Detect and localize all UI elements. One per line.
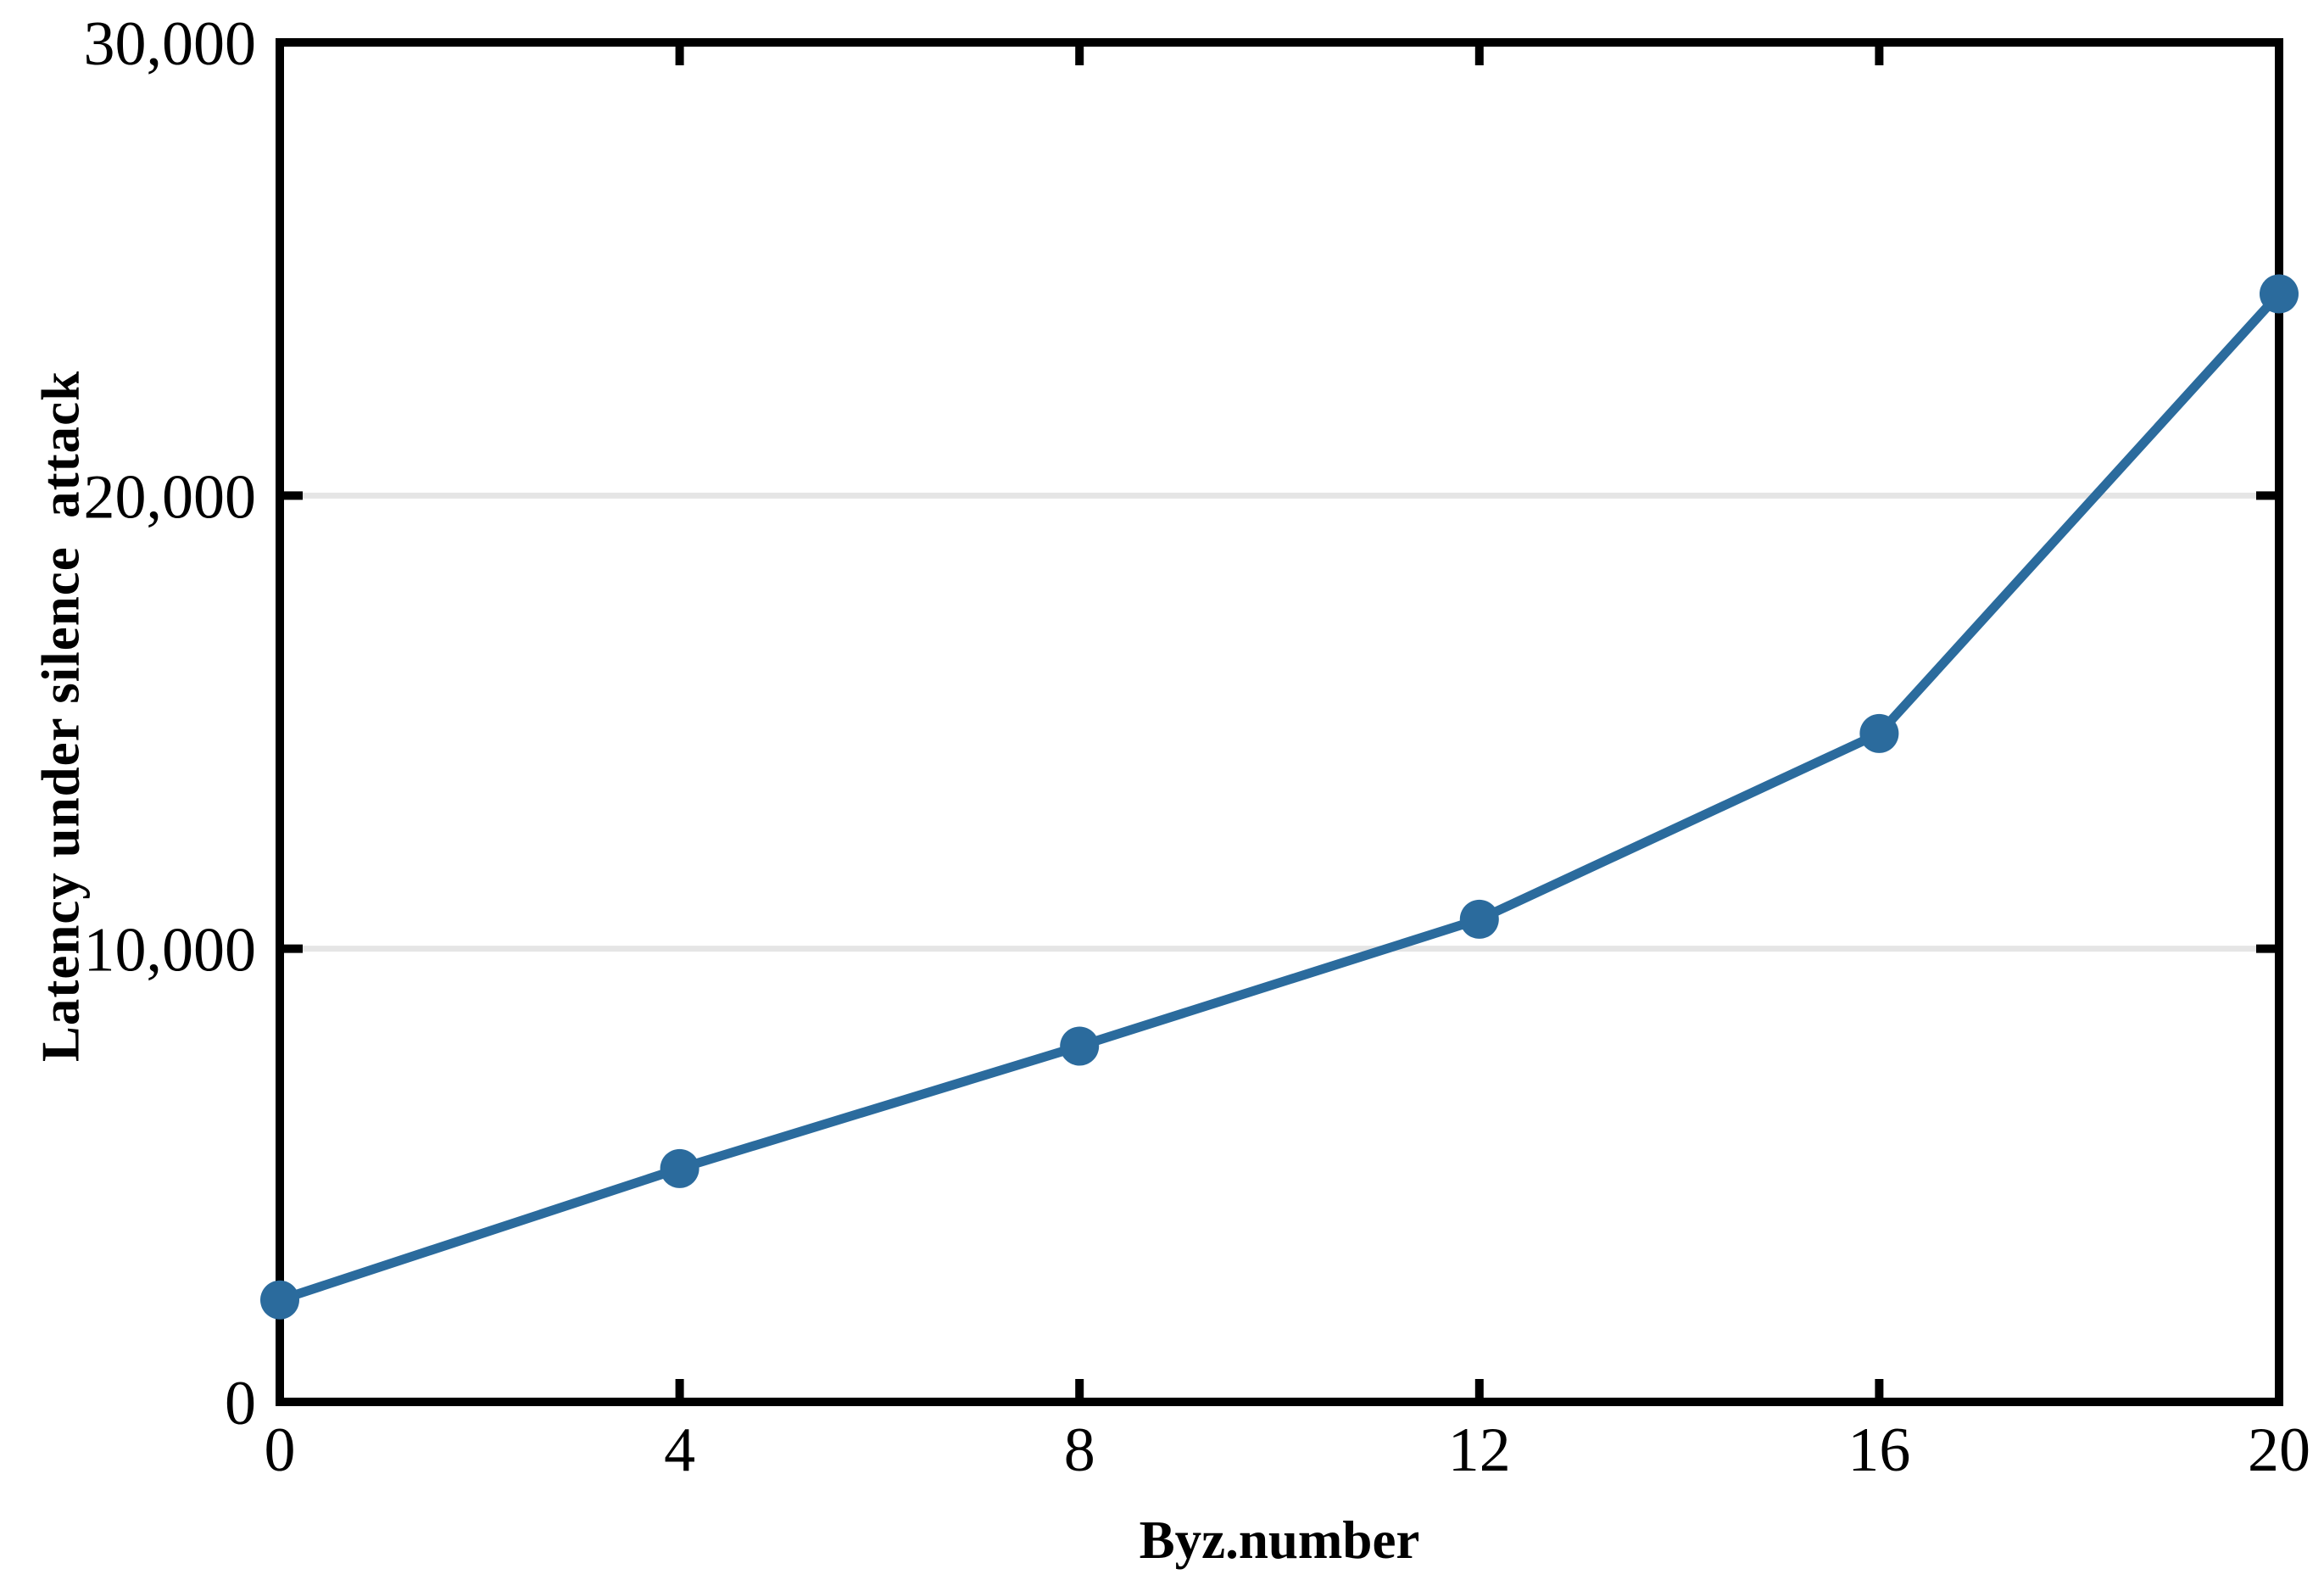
- plot-border: [276, 38, 2283, 1406]
- series-line: [275, 289, 2284, 1305]
- y-axis-label: Latency under silence attack: [31, 370, 91, 1063]
- y-tick-label: 0: [225, 1369, 256, 1438]
- x-axis-label: Byz.number: [1139, 1510, 1420, 1570]
- x-tick-label: 16: [1847, 1415, 1910, 1485]
- data-point-x8: [1060, 1026, 1100, 1066]
- y-tick-label: 10,000: [84, 916, 257, 985]
- data-point-x4: [660, 1148, 699, 1188]
- x-tick-label: 12: [1448, 1415, 1511, 1485]
- data-point-x16: [1859, 713, 1899, 753]
- y-tick-label: 30,000: [84, 9, 257, 79]
- data-point-x20: [2260, 274, 2299, 314]
- x-tick-label: 8: [1064, 1415, 1095, 1485]
- data-point-x0: [260, 1280, 299, 1320]
- data-point-x12: [1459, 899, 1499, 939]
- x-tick-label: 20: [2248, 1415, 2310, 1485]
- x-tick-label: 0: [265, 1415, 296, 1485]
- x-tick-label: 4: [664, 1415, 695, 1485]
- y-tick-label: 20,000: [84, 462, 257, 532]
